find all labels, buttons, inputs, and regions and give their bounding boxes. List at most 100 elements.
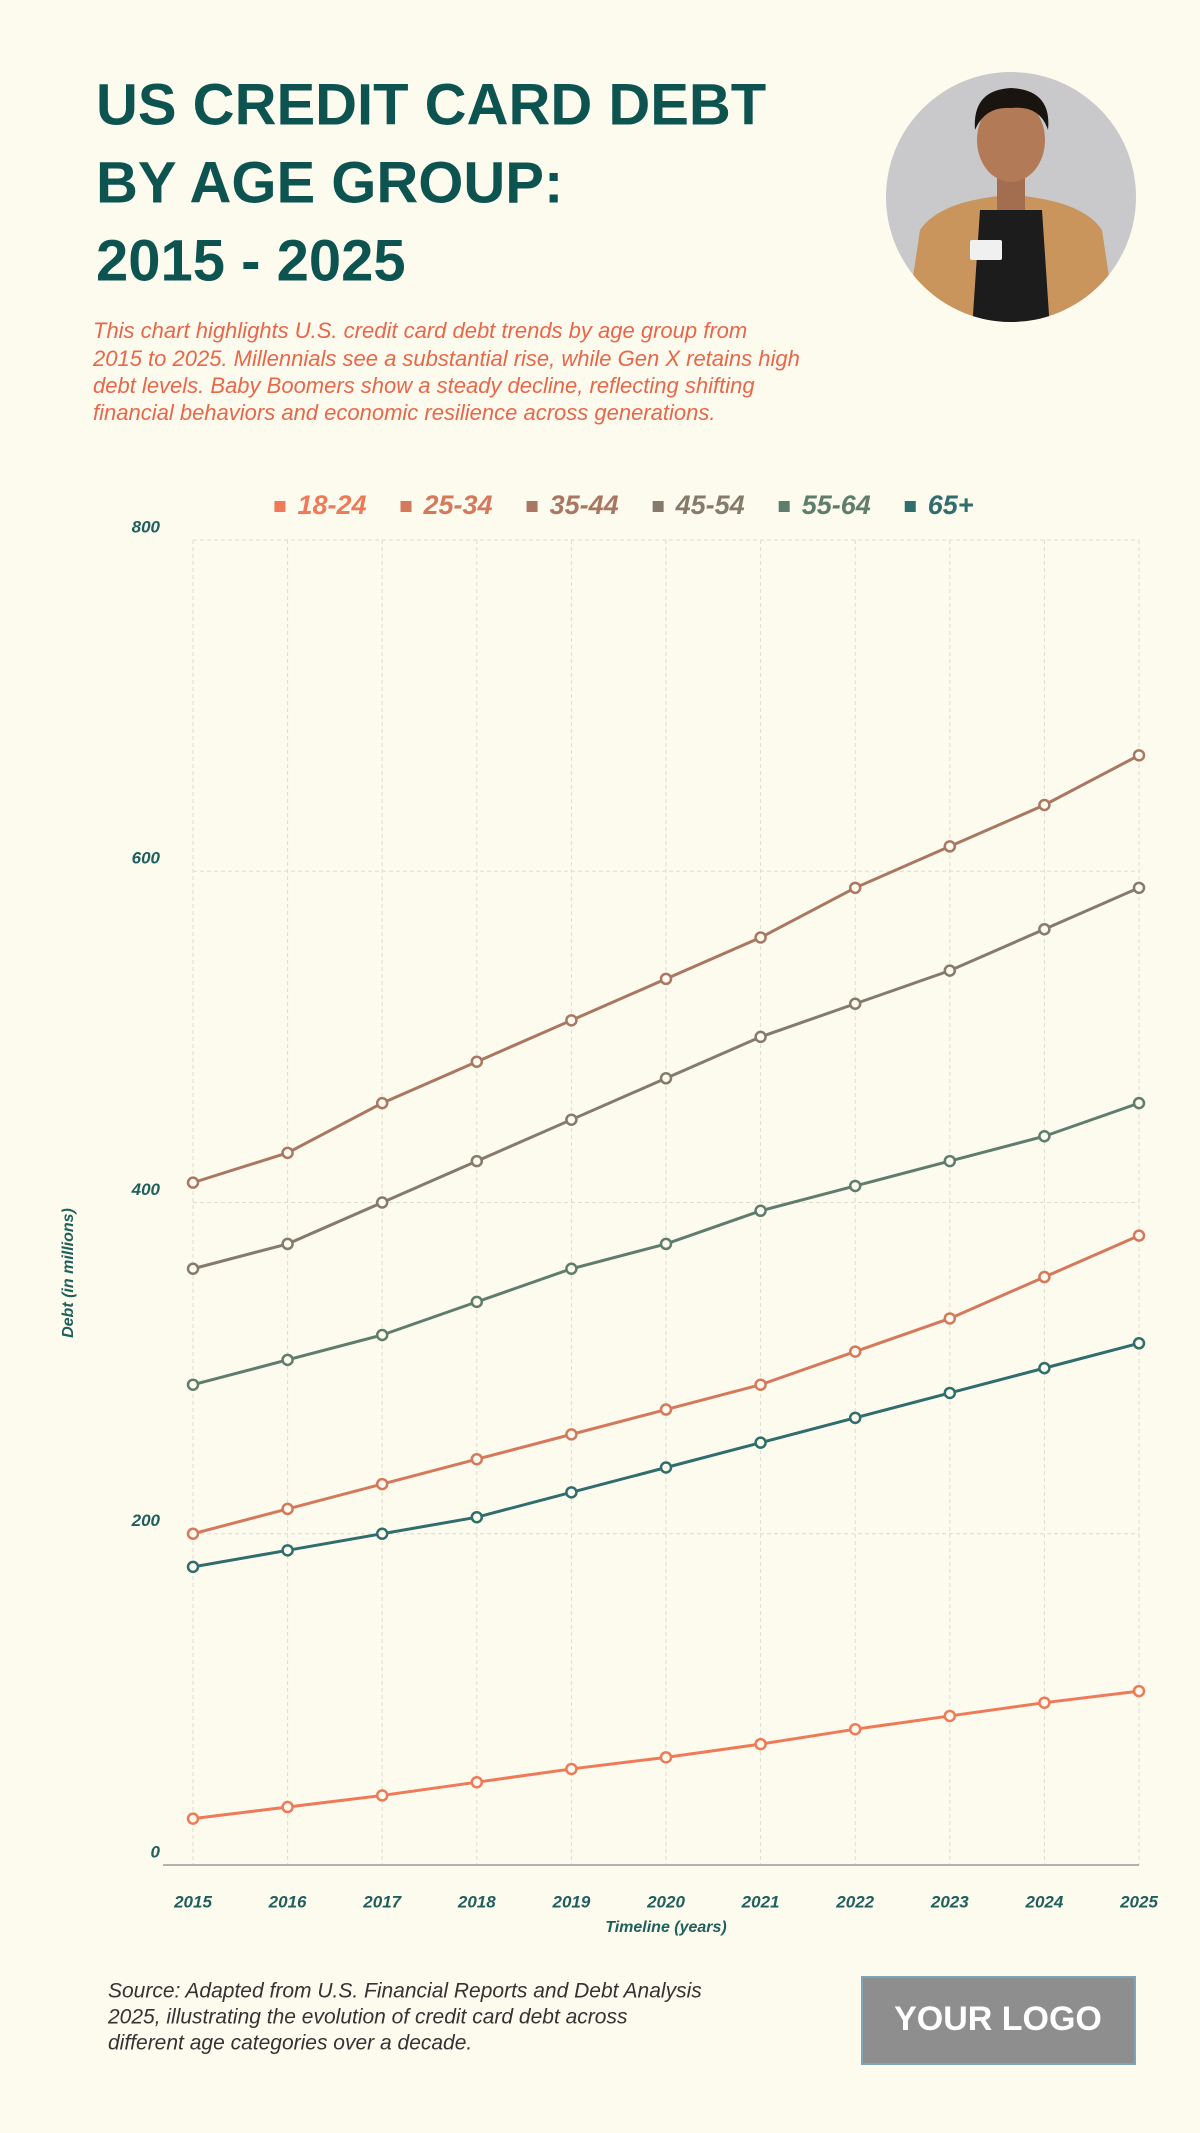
data-point bbox=[943, 1312, 957, 1325]
data-point bbox=[659, 1461, 673, 1474]
source-line: Source: Adapted from U.S. Financial Repo… bbox=[108, 1980, 702, 2003]
data-point bbox=[470, 1055, 484, 1068]
data-point bbox=[1038, 1270, 1051, 1284]
data-point bbox=[943, 1709, 957, 1723]
data-point bbox=[659, 1403, 673, 1416]
data-point bbox=[281, 1544, 294, 1557]
legend-label: 18-24 bbox=[297, 490, 366, 520]
x-tick-label: 2017 bbox=[362, 1892, 402, 1911]
data-point bbox=[1132, 1229, 1146, 1242]
data-point bbox=[186, 1812, 200, 1825]
title-line: BY AGE GROUP: bbox=[96, 150, 563, 215]
data-point bbox=[754, 1030, 767, 1044]
y-tick-label: 800 bbox=[132, 517, 161, 536]
data-point bbox=[565, 1262, 578, 1275]
data-point bbox=[659, 1237, 673, 1251]
data-point bbox=[281, 1800, 294, 1814]
description-line: This chart highlights U.S. credit card d… bbox=[93, 318, 747, 343]
legend-marker bbox=[778, 501, 790, 512]
description-line: debt levels. Baby Boomers show a steady … bbox=[93, 373, 755, 398]
data-point bbox=[1038, 1361, 1051, 1375]
x-tick-label: 2020 bbox=[646, 1892, 685, 1911]
y-tick-label: 600 bbox=[132, 849, 161, 868]
x-tick-label: 2023 bbox=[930, 1892, 969, 1911]
description-line: financial behaviors and economic resilie… bbox=[93, 400, 715, 425]
y-tick-label: 0 bbox=[151, 1842, 161, 1861]
x-tick-label: 2019 bbox=[551, 1892, 590, 1911]
data-point bbox=[565, 1428, 578, 1441]
data-point bbox=[281, 1146, 294, 1160]
data-point bbox=[943, 964, 957, 977]
data-point bbox=[943, 1154, 957, 1168]
data-point bbox=[1132, 1684, 1146, 1698]
data-point bbox=[848, 1411, 862, 1425]
data-point bbox=[1132, 1337, 1146, 1350]
data-point bbox=[470, 1154, 484, 1168]
x-tick-label: 2015 bbox=[173, 1892, 212, 1911]
plot: 0 200 400 600 800 2015 2016 2017 2018 2019 2020 202… bbox=[131, 517, 1159, 1911]
hair bbox=[974, 88, 1049, 130]
legend-label: 55-64 bbox=[802, 490, 871, 520]
data-point bbox=[659, 1751, 673, 1764]
shirt bbox=[972, 210, 1050, 322]
legend-item: 35-44 bbox=[526, 490, 619, 520]
data-point bbox=[754, 1378, 767, 1391]
legend-item: 25-34 bbox=[400, 490, 493, 520]
description-line: 2015 to 2025. Millennials see a substant… bbox=[92, 346, 800, 371]
data-point bbox=[186, 1527, 200, 1540]
legend-item: 18-24 bbox=[274, 490, 367, 520]
legend-marker bbox=[400, 501, 412, 512]
data-point bbox=[848, 1179, 862, 1193]
data-point bbox=[659, 972, 673, 986]
legend-label: 45-54 bbox=[675, 490, 745, 520]
data-point bbox=[470, 1510, 484, 1524]
data-point bbox=[754, 931, 767, 944]
legend-marker bbox=[274, 501, 286, 512]
legend-item: 55-64 bbox=[778, 490, 871, 520]
data-point bbox=[943, 840, 957, 853]
logo-box bbox=[861, 1976, 1136, 2065]
legend: 18-24 25-34 35-44 45-54 55-64 65+ bbox=[274, 490, 974, 520]
data-point bbox=[754, 1737, 767, 1751]
y-tick-label: 200 bbox=[131, 1511, 161, 1530]
data-point bbox=[565, 1486, 578, 1499]
data-point bbox=[375, 1328, 389, 1342]
x-tick-label: 2024 bbox=[1024, 1892, 1063, 1911]
data-point bbox=[470, 1452, 484, 1466]
data-point bbox=[659, 1072, 673, 1085]
data-point bbox=[375, 1789, 389, 1802]
x-tick-label: 2018 bbox=[457, 1892, 496, 1911]
data-point bbox=[848, 1722, 862, 1736]
title-line: 2015 - 2025 bbox=[96, 228, 406, 293]
data-point bbox=[848, 997, 862, 1010]
logo-text: YOUR LOGO bbox=[894, 2000, 1102, 2038]
data-point bbox=[1132, 749, 1146, 762]
x-axis-title: Timeline (years) bbox=[605, 1919, 727, 1936]
data-point bbox=[754, 1436, 767, 1449]
source-line: 2025, illustrating the evolution of cred… bbox=[107, 2006, 628, 2029]
data-point bbox=[375, 1477, 389, 1491]
y-axis-title: Debt (in millions) bbox=[60, 1208, 77, 1338]
portrait bbox=[886, 72, 1136, 322]
data-point bbox=[1038, 922, 1051, 936]
title-line: US CREDIT CARD DEBT bbox=[96, 72, 766, 137]
data-point bbox=[848, 1345, 862, 1358]
legend-label: 25-34 bbox=[423, 490, 493, 520]
data-point bbox=[565, 1762, 578, 1776]
legend-label: 35-44 bbox=[550, 490, 619, 520]
data-point bbox=[281, 1353, 294, 1367]
data-point bbox=[1038, 1696, 1051, 1709]
data-point bbox=[1132, 1096, 1146, 1110]
data-point bbox=[375, 1196, 389, 1209]
data-point bbox=[848, 881, 862, 895]
data-point bbox=[281, 1237, 294, 1251]
x-tick-label: 2021 bbox=[741, 1892, 780, 1911]
data-point bbox=[375, 1527, 389, 1540]
legend-marker bbox=[904, 501, 916, 512]
data-point bbox=[470, 1295, 484, 1309]
data-point bbox=[186, 1560, 200, 1574]
data-point bbox=[943, 1386, 957, 1400]
data-point bbox=[186, 1262, 200, 1275]
source-line: different age categories over a decade. bbox=[108, 2032, 472, 2055]
